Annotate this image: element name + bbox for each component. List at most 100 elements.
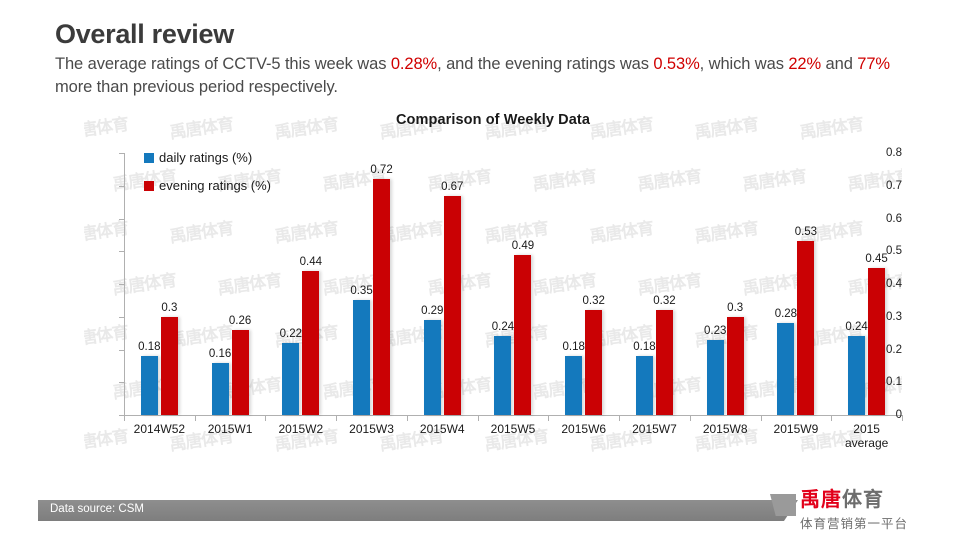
bar-label-daily: 0.23 [703, 324, 727, 337]
x-axis-tick-mark [265, 415, 267, 421]
x-axis-tick-label: 2015W6 [561, 422, 607, 436]
y-axis-tick-mark [119, 316, 124, 318]
y-axis-tick-label: 0.4 [886, 278, 902, 290]
bar-daily[interactable] [140, 356, 158, 415]
bar-label-evening: 0.3 [727, 301, 744, 314]
x-axis-tick-label: 2015W2 [278, 422, 324, 436]
x-axis-tick-mark [406, 415, 408, 421]
bar-label-evening: 0.72 [370, 164, 393, 177]
bar-daily[interactable] [282, 342, 300, 415]
brand-logo: 禹唐体育 体育营销第一平台 [800, 489, 908, 532]
x-axis-tick-mark [619, 415, 621, 421]
y-axis-tick-label: 0.6 [886, 212, 902, 225]
y-axis-tick-label: 0.1 [886, 376, 902, 389]
bar-group: 0.18 0.32 [548, 153, 619, 415]
bar-evening[interactable] [726, 316, 744, 415]
bar-daily[interactable] [848, 336, 866, 415]
subtitle-text: , which was [699, 55, 789, 74]
bar-label-evening: 0.53 [794, 226, 818, 239]
bar-evening[interactable] [373, 179, 391, 415]
bar-daily[interactable] [565, 356, 583, 415]
bar-label-evening: 0.32 [582, 295, 605, 308]
page-subtitle: The average ratings of CCTV-5 this week … [55, 53, 925, 99]
subtitle-highlight: 22% [788, 55, 822, 74]
bar-evening[interactable] [655, 310, 673, 415]
x-axis-tick-mark [902, 415, 903, 421]
footer-banner [38, 500, 798, 521]
bar-daily[interactable] [777, 323, 795, 415]
plot-area: 0.18 0.3 0.16 0.26 0.22 0.44 0.35 0.72 0.29 0.67 0… [124, 153, 902, 415]
bar-label-daily: 0.24 [845, 321, 868, 334]
bar-daily[interactable] [423, 320, 441, 415]
legend-item-daily[interactable]: daily ratings (%) [144, 150, 271, 165]
bar-group: 0.29 0.67 [407, 153, 478, 415]
bar-evening[interactable] [443, 195, 461, 415]
subtitle-highlight: 0.28% [390, 55, 438, 74]
bar-label-evening: 0.26 [228, 314, 252, 327]
bar-evening[interactable] [231, 329, 249, 415]
x-axis-tick-label: 2015W1 [207, 422, 253, 436]
bar-group: 0.18 0.3 [124, 153, 195, 415]
bar-group: 0.23 0.3 [690, 153, 761, 415]
bar-label-daily: 0.35 [350, 285, 373, 298]
footer-corner-shape [770, 494, 796, 516]
bar-evening[interactable] [585, 310, 603, 415]
bar-group: 0.16 0.26 [195, 153, 266, 415]
subtitle-text: more than previous period respectively. [55, 78, 338, 97]
bar-label-evening: 0.3 [161, 301, 178, 314]
chart-container: 禹唐体育 禹唐体育 禹唐体育 禹唐体育 禹唐体育 禹唐体育 禹唐体育 禹唐体育 禹唐体育 禹唐体育… [84, 108, 903, 458]
bar-evening[interactable] [514, 254, 532, 415]
y-axis-tick-mark [119, 415, 124, 416]
y-axis-tick-label: 0.3 [886, 310, 902, 323]
x-axis-tick-label: 2015W8 [702, 422, 748, 436]
bar-label-daily: 0.24 [491, 321, 515, 334]
y-axis-tick-mark [119, 349, 124, 351]
watermark-text: 禹唐体育 [84, 426, 130, 456]
bar-evening[interactable] [302, 270, 320, 415]
legend-item-evening[interactable]: evening ratings (%) [144, 178, 271, 193]
x-axis-tick-mark [336, 415, 338, 421]
x-axis-tick-label: 2014W52 [133, 422, 186, 436]
bar-label-daily: 0.22 [279, 327, 303, 340]
bar-daily[interactable] [494, 336, 512, 415]
subtitle-highlight: 77% [857, 55, 891, 74]
legend-swatch-evening-icon [144, 180, 154, 191]
page-title: Overall review [55, 19, 234, 49]
bar-daily[interactable] [635, 356, 653, 415]
logo-wordmark-gray: 体育 [842, 487, 884, 511]
bar-label-evening: 0.45 [865, 252, 888, 265]
y-axis-tick-mark [119, 284, 124, 285]
x-axis-tick-label: 2015W5 [490, 422, 536, 436]
bar-group: 0.18 0.32 [619, 153, 690, 415]
bar-daily[interactable] [211, 362, 229, 415]
x-axis-tick-mark [689, 415, 691, 421]
bar-evening[interactable] [160, 316, 178, 415]
x-axis-tick-label: 2015W3 [349, 422, 394, 436]
bar-daily[interactable] [706, 339, 724, 415]
y-axis-tick-label: 0.2 [886, 343, 902, 356]
x-axis-tick-mark [194, 415, 196, 421]
bar-label-daily: 0.18 [138, 341, 161, 354]
bar-group: 0.24 0.49 [478, 153, 549, 415]
x-axis-tick-mark [760, 415, 762, 421]
bar-label-evening: 0.32 [653, 295, 676, 308]
chart-title: Comparison of Weekly Data [395, 112, 590, 128]
bar-daily[interactable] [353, 300, 371, 415]
logo-tagline: 体育营销第一平台 [800, 516, 909, 531]
y-axis-tick-mark [119, 382, 124, 384]
bar-label-daily: 0.28 [774, 308, 798, 321]
bar-evening[interactable] [797, 241, 815, 415]
subtitle-highlight: 0.53% [653, 55, 700, 74]
bar-group: 0.22 0.44 [265, 153, 336, 415]
y-axis-line [124, 153, 125, 416]
bar-group: 0.28 0.53 [761, 153, 832, 415]
bar-group: 0.35 0.72 [336, 153, 407, 415]
data-source-label: Data source: CSM [50, 503, 144, 515]
bar-evening[interactable] [868, 267, 886, 415]
x-axis-tick-label: 2015W4 [419, 422, 465, 436]
x-axis-line [124, 415, 902, 416]
legend-label-evening: evening ratings (%) [159, 178, 271, 193]
y-axis-tick-mark [119, 185, 124, 187]
y-axis-tick-label: 0.7 [886, 179, 902, 192]
watermark-text: 禹唐体育 [84, 322, 130, 352]
